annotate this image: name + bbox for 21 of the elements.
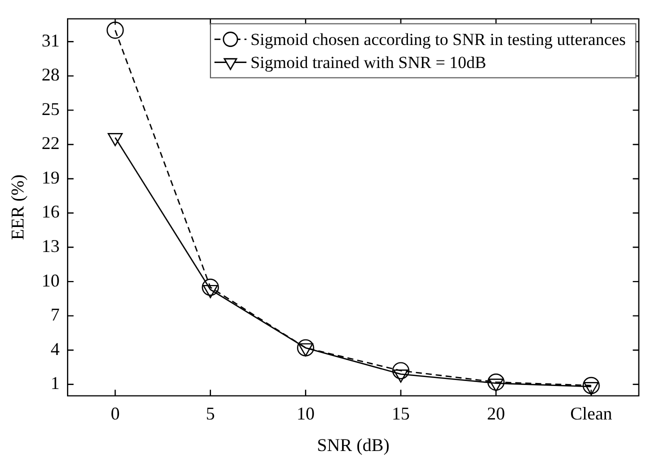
x-tick-label: 10 — [296, 403, 315, 424]
y-tick-label: 16 — [42, 202, 60, 222]
y-tick-label: 7 — [50, 304, 60, 325]
y-axis-title: EER (%) — [8, 174, 28, 240]
y-tick-label: 10 — [42, 270, 60, 290]
y-tick-label: 4 — [50, 338, 60, 359]
y-tick-label: 1 — [50, 373, 60, 394]
x-axis-title: SNR (dB) — [316, 434, 390, 455]
y-tick-label: 13 — [42, 236, 60, 256]
x-tick-label: Clean — [570, 403, 612, 424]
x-tick-label: 15 — [392, 403, 410, 424]
y-tick-label: 22 — [42, 133, 60, 154]
x-tick-label: 20 — [487, 403, 505, 424]
x-tick-label: 0 — [110, 403, 120, 424]
y-tick-label: 25 — [42, 98, 60, 119]
y-tick-label: 28 — [42, 64, 60, 85]
y-tick-label: 31 — [42, 30, 60, 50]
x-tick-label: 5 — [206, 403, 215, 424]
legend-label: Sigmoid chosen according to SNR in testing utterances — [250, 30, 626, 49]
y-tick-label: 19 — [42, 167, 60, 188]
legend-label: Sigmoid trained with SNR = 10dB — [250, 52, 486, 72]
